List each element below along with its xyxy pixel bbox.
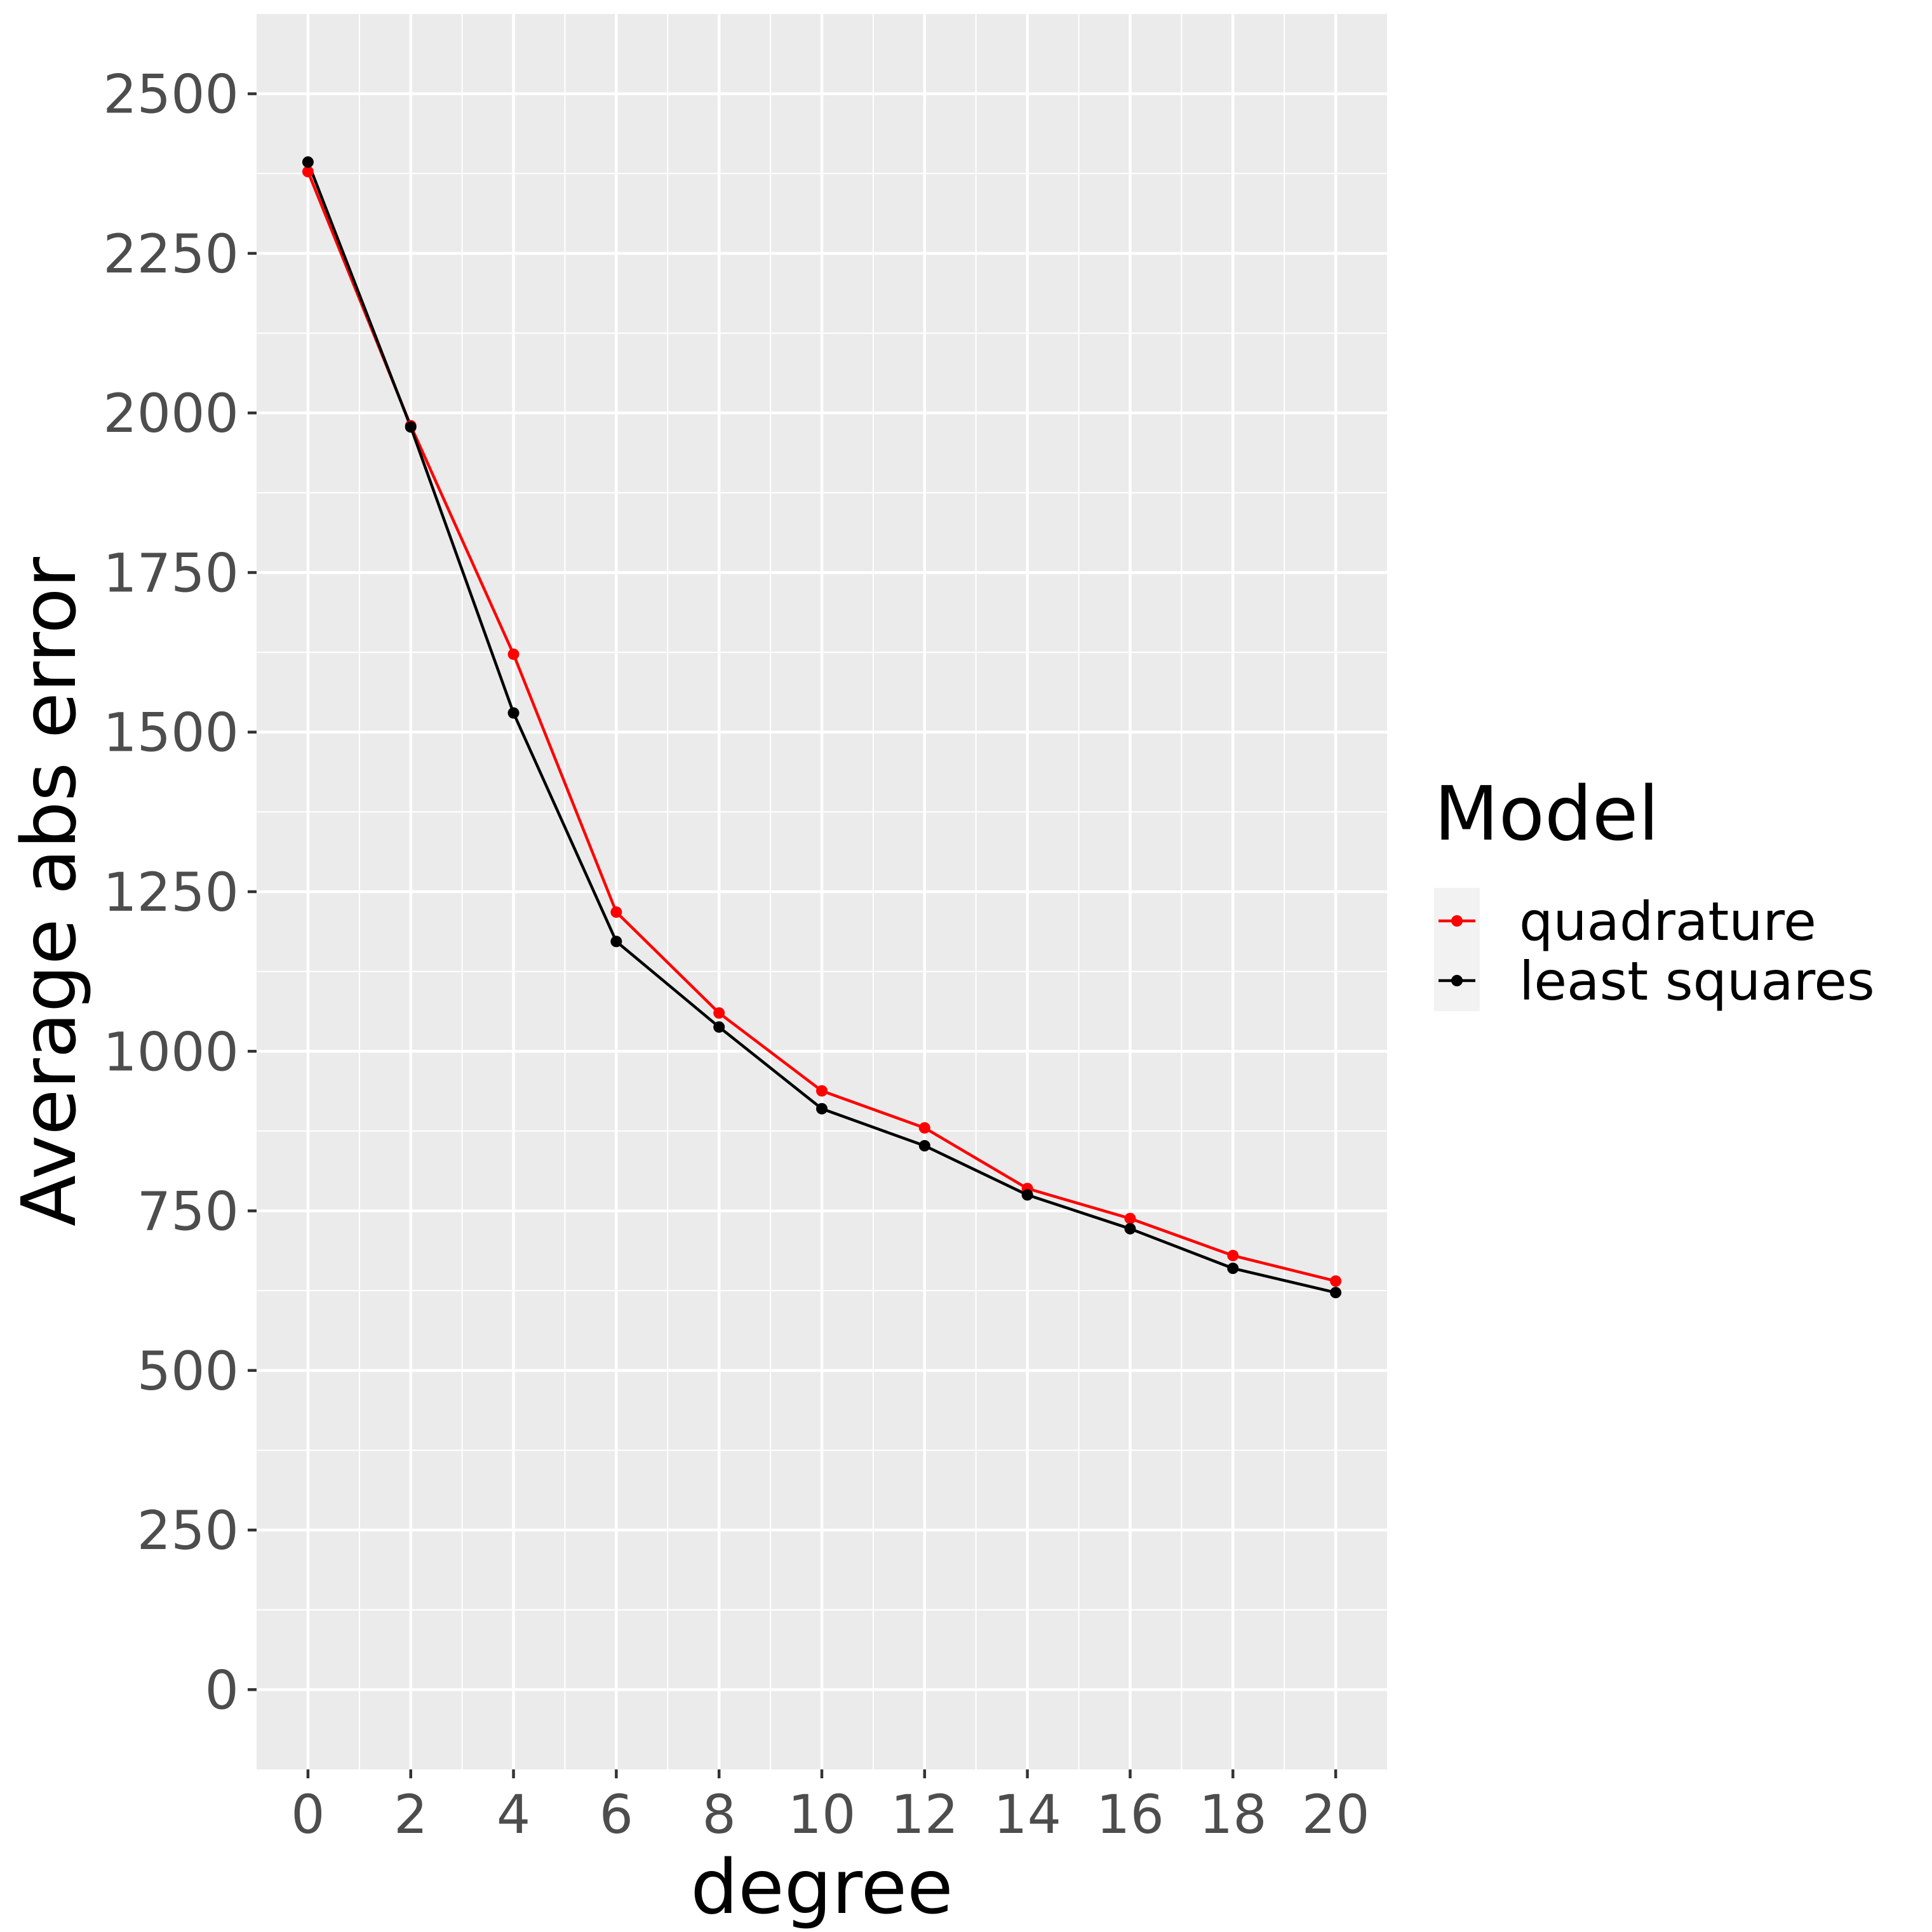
- x-axis-title: degree: [690, 1843, 953, 1931]
- y-tick-label: 1000: [103, 1021, 239, 1083]
- x-tick-label: 14: [993, 1783, 1061, 1846]
- y-tick-label: 2000: [103, 382, 239, 445]
- x-tick-label: 4: [497, 1783, 530, 1846]
- data-point-quadrature: [1124, 1212, 1136, 1224]
- legend-title: Model: [1434, 770, 1659, 857]
- data-point-quadrature: [302, 166, 314, 178]
- data-point-quadrature: [713, 1007, 725, 1019]
- series-layer: [302, 156, 1342, 1299]
- data-point-quadrature: [1227, 1249, 1239, 1261]
- y-tick-label: 0: [205, 1659, 239, 1721]
- grid-lines: [257, 14, 1387, 1769]
- y-axis: 0 250 500 750 1000 1250 1500 1750 2000 2250 2500: [103, 64, 257, 1721]
- legend-key-point: [1451, 915, 1463, 927]
- x-tick-label: 8: [702, 1783, 735, 1846]
- data-point-least-squares: [507, 707, 520, 719]
- x-tick-label: 18: [1199, 1783, 1267, 1846]
- legend-label: least squares: [1519, 950, 1875, 1012]
- data-point-least-squares: [816, 1103, 828, 1115]
- legend-key-point: [1451, 975, 1463, 986]
- x-tick-label: 10: [788, 1783, 856, 1846]
- legend-label: quadrature: [1519, 890, 1816, 953]
- y-axis-title: Average abs error: [5, 557, 93, 1226]
- x-tick-label: 20: [1302, 1783, 1370, 1846]
- data-point-quadrature: [816, 1085, 828, 1097]
- data-point-least-squares: [1227, 1263, 1239, 1275]
- data-point-least-squares: [405, 421, 417, 433]
- data-point-least-squares: [1124, 1223, 1136, 1235]
- x-tick-label: 16: [1096, 1783, 1164, 1846]
- y-tick-label: 1750: [103, 542, 239, 604]
- data-point-quadrature: [918, 1122, 930, 1134]
- data-point-least-squares: [918, 1140, 930, 1152]
- data-point-quadrature: [507, 648, 520, 661]
- x-tick-label: 2: [394, 1783, 427, 1846]
- y-tick-label: 2500: [103, 64, 239, 126]
- data-point-least-squares: [1021, 1189, 1033, 1201]
- data-point-least-squares: [713, 1021, 725, 1033]
- data-point-quadrature: [1330, 1275, 1342, 1287]
- y-tick-label: 750: [137, 1181, 239, 1243]
- x-tick-label: 12: [890, 1783, 958, 1846]
- data-point-least-squares: [302, 156, 314, 168]
- data-point-least-squares: [1330, 1287, 1342, 1299]
- x-axis: 0 2 4 6 8 10 12 14 16 18 20: [291, 1769, 1370, 1846]
- y-tick-label: 1500: [103, 702, 239, 764]
- x-tick-label: 0: [291, 1783, 325, 1846]
- data-point-quadrature: [610, 906, 622, 918]
- y-tick-label: 1250: [103, 861, 239, 923]
- legend-key-background: [1434, 888, 1480, 1011]
- y-tick-label: 250: [137, 1499, 239, 1562]
- x-tick-label: 6: [600, 1783, 633, 1846]
- y-tick-label: 2250: [103, 223, 239, 285]
- data-point-least-squares: [610, 936, 622, 948]
- y-tick-label: 500: [137, 1340, 239, 1402]
